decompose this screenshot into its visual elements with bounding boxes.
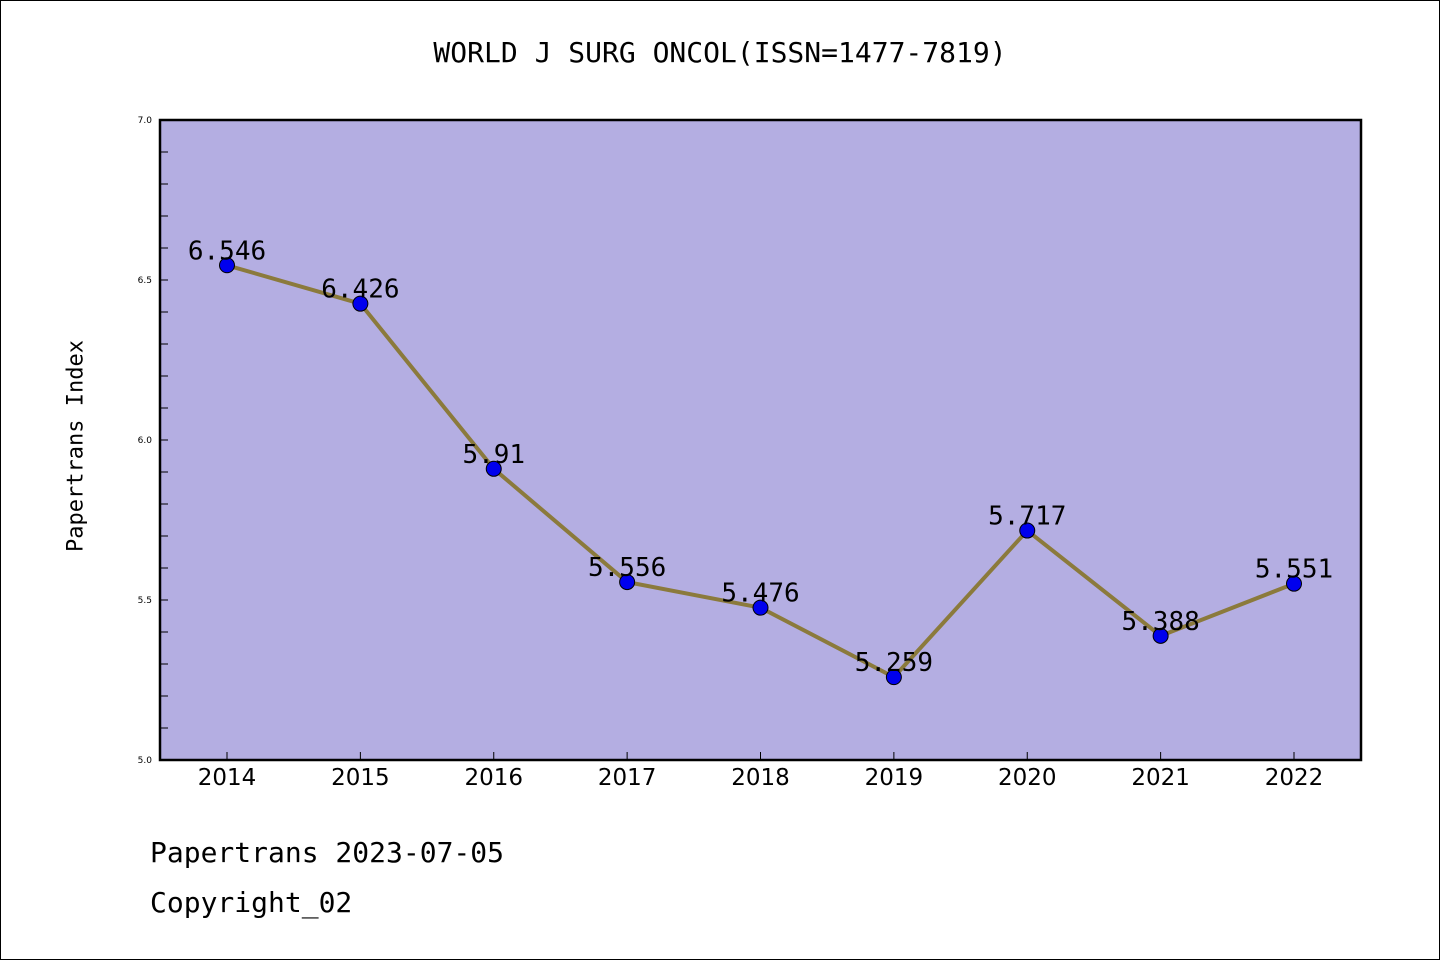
data-label: 6.546 — [188, 236, 266, 266]
data-point — [1152, 627, 1169, 644]
data-labels: 6.546 6.426 5.91 5.556 5.476 5.259 5.717 5.388 5… — [188, 236, 1333, 678]
x-tick-label: 2020 — [998, 765, 1057, 791]
x-tick-label: 2014 — [198, 765, 257, 791]
series-markers — [219, 257, 1302, 686]
data-point — [485, 460, 502, 477]
x-tick-label: 2019 — [865, 765, 924, 791]
data-label: 6.426 — [321, 275, 399, 305]
x-tick-label: 2018 — [731, 765, 790, 791]
chart-title: WORLD J SURG ONCOL(ISSN=1477-7819) — [433, 36, 1007, 69]
y-axis: 5.0 5.5 6.0 6.5 7.0 — [138, 116, 168, 766]
x-tick-label: 2017 — [598, 765, 657, 791]
data-label: 5.551 — [1255, 555, 1333, 585]
y-tick-label: 6.0 — [138, 436, 153, 446]
data-point — [752, 599, 769, 616]
data-label: 5.717 — [988, 502, 1066, 532]
data-point — [1019, 522, 1036, 539]
data-point — [619, 574, 636, 591]
x-tick-label: 2016 — [464, 765, 523, 791]
x-tick-label: 2022 — [1265, 765, 1324, 791]
data-label: 5.556 — [588, 553, 666, 583]
data-point — [219, 257, 235, 274]
x-axis: 2014 2015 2016 2017 2018 2019 2020 2021 2022 — [198, 752, 1324, 791]
data-label: 5.91 — [462, 440, 525, 470]
y-tick-label: 5.5 — [138, 596, 152, 606]
footer-date-text: Papertrans 2023-07-05 — [150, 836, 505, 869]
y-tick-label: 6.5 — [138, 276, 152, 286]
x-tick-label: 2015 — [331, 765, 390, 791]
y-tick-label: 7.0 — [138, 116, 153, 126]
data-point — [1286, 575, 1302, 592]
footer-copyright-text: Copyright_02 — [150, 886, 353, 919]
plot-border — [158, 118, 1363, 762]
data-label: 5.388 — [1121, 607, 1199, 637]
x-tick-label: 2021 — [1131, 765, 1190, 791]
data-point — [885, 669, 902, 686]
plot-area — [160, 120, 1361, 760]
data-label: 5.259 — [855, 648, 933, 678]
y-tick-label: 5.0 — [138, 756, 153, 766]
data-point — [352, 295, 369, 312]
data-label: 5.476 — [721, 579, 799, 609]
